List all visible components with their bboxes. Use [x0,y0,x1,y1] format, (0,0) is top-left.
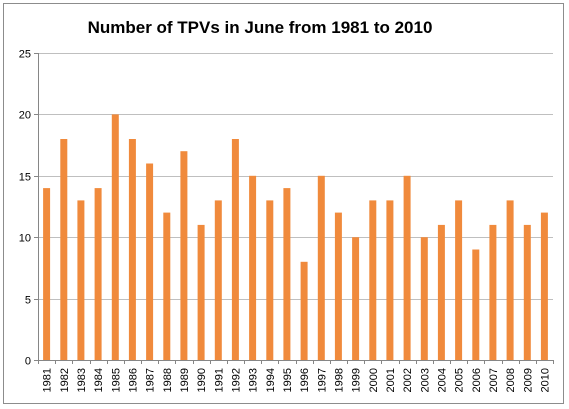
chart-title: Number of TPVs in June from 1981 to 2010 [87,18,433,37]
bar [334,212,342,360]
x-tick-label: 1997 [316,368,328,392]
y-tick-label: 15 [19,172,31,184]
x-tick-label: 1995 [282,368,294,392]
bar [437,224,445,360]
x-tick-label: 1998 [333,368,345,392]
y-tick-labels: 0 5 10 15 20 25 [19,49,31,368]
bar [249,175,257,360]
x-tick-label: 1999 [351,368,363,392]
x-tick-label: 2002 [402,368,414,392]
bar [163,212,171,360]
bar [455,200,463,360]
bar [111,114,119,361]
bar [369,200,377,360]
bar [506,200,514,360]
x-tick-label: 1981 [42,368,54,392]
x-tick-label: 1992 [230,368,242,392]
y-tick-label: 20 [19,110,31,122]
y-tick-label: 0 [25,356,31,368]
x-tick-label: 1991 [213,368,225,392]
bar [43,188,51,360]
x-tick-label: 1988 [162,368,174,392]
bar [300,261,308,360]
bar [266,200,274,360]
gridlines [38,53,553,300]
bar [317,175,325,360]
x-tick-label: 2010 [539,368,551,392]
bar [403,175,411,360]
y-tick-label: 25 [19,49,31,61]
x-tick-label: 1986 [127,368,139,392]
bar [60,139,68,360]
x-tick-label: 2004 [436,368,448,392]
x-tick-label: 2005 [454,368,466,392]
bar [214,200,222,360]
bar [420,237,428,360]
x-tick-label: 1993 [248,368,260,392]
bar [283,188,291,360]
axes [34,53,554,364]
x-tick-label: 2001 [385,368,397,392]
x-tick-label: 1985 [110,368,122,392]
x-tick-label: 1987 [145,368,157,392]
y-tick-label: 10 [19,233,31,245]
x-tick-label: 2007 [488,368,500,392]
bar [489,224,497,360]
x-tick-label: 1990 [196,368,208,392]
bar [472,249,480,360]
bar [231,139,239,360]
bar [523,224,531,360]
bar [352,237,360,360]
x-tick-label: 2009 [522,368,534,392]
bars [43,114,548,361]
x-tick-label: 2003 [419,368,431,392]
bar [146,163,154,360]
bar [540,212,548,360]
x-tick-label: 1989 [179,368,191,392]
x-tick-label: 2008 [505,368,517,392]
bar [197,224,205,360]
x-tick-label: 1984 [93,368,105,392]
x-tick-label: 1983 [76,368,88,392]
x-tick-label: 1996 [299,368,311,392]
x-tick-labels: 1981 1982 1983 1984 1985 1986 1987 1988 1989 1990… [42,368,552,393]
bar [128,139,136,360]
bar [77,200,85,360]
x-tick-label: 2006 [471,368,483,392]
x-tick-label: 1982 [59,368,71,392]
y-tick-label: 5 [25,295,31,307]
x-tick-label: 1994 [265,368,277,392]
bar [94,188,102,360]
bar [386,200,394,360]
x-tick-label: 2000 [368,368,380,392]
bar [180,151,188,360]
